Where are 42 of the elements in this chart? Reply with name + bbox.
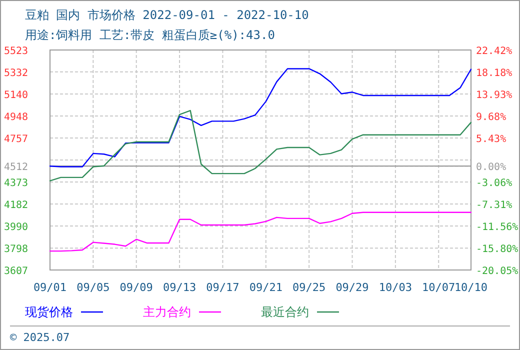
y-tick-label: 3798: [4, 244, 28, 256]
y2-tick-label: 5.43%: [476, 134, 506, 146]
y-tick-label: 3607: [4, 266, 28, 277]
x-tick-label: 09/13: [162, 281, 196, 294]
x-tick-label: 09/21: [249, 281, 282, 294]
legend-label: 最近合约: [261, 305, 309, 319]
x-tick-label: 09/25: [292, 281, 326, 294]
legend-label: 主力合约: [143, 305, 191, 319]
x-tick-label: 10/10: [454, 281, 488, 294]
y2-tick-label: 18.18%: [476, 68, 512, 79]
legend-label: 现货价格: [25, 305, 73, 319]
y2-tick-label: -20.05%: [476, 266, 518, 277]
y-tick-label: 4512: [4, 162, 28, 174]
y-tick-label: 5523: [4, 46, 28, 57]
y-tick-label: 3990: [4, 222, 28, 234]
y2-tick-label: 0.00%: [476, 162, 506, 174]
y2-tick-label: 13.93%: [476, 90, 512, 101]
y-tick-label: 4373: [4, 178, 28, 190]
line-series: [49, 110, 472, 182]
line-series: [49, 68, 472, 168]
y2-tick-label: -11.56%: [476, 222, 518, 234]
y2-tick-label: 9.68%: [476, 112, 506, 123]
y2-tick-label: 22.42%: [476, 46, 512, 57]
x-tick-label: 09/05: [76, 281, 110, 294]
y-tick-label: 4948: [4, 112, 28, 124]
x-tick-label: 10/07: [422, 281, 456, 294]
y2-tick-label: -3.06%: [476, 178, 512, 189]
x-tick-label: 09/01: [33, 281, 67, 294]
y-tick-label: 5140: [4, 90, 28, 101]
chart-title: 豆粕 国内 市场价格 2022-09-01 - 2022-10-10: [25, 8, 309, 22]
x-tick-label: 09/29: [336, 281, 369, 294]
x-tick-label: 09/09: [120, 281, 153, 294]
line-series: [49, 212, 472, 252]
text: © 2025.07: [10, 331, 70, 344]
y2-tick-label: -7.31%: [476, 200, 512, 212]
chart-subtitle: 用途:饲料用 工艺:带皮 粗蛋白质≥(%):43.0: [25, 28, 275, 42]
y-tick-label: 4182: [4, 200, 28, 211]
y-tick-label: 4757: [4, 134, 28, 145]
x-tick-label: 10/03: [378, 281, 412, 294]
y-tick-label: 5332: [4, 68, 28, 79]
y2-tick-label: -15.80%: [476, 244, 518, 255]
x-tick-label: 09/17: [206, 281, 240, 294]
